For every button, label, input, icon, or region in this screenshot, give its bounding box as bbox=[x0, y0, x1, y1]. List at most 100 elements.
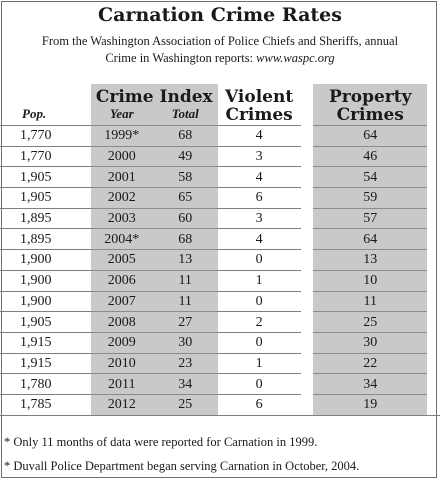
year-cell: 2008 bbox=[90, 311, 153, 333]
right-margin bbox=[427, 126, 440, 147]
column-gap bbox=[300, 394, 314, 416]
total-cell: 13 bbox=[152, 249, 218, 271]
violent-cell: 0 bbox=[217, 331, 301, 354]
year-cell: 2000 bbox=[90, 145, 153, 167]
page-title: Carnation Crime Rates bbox=[98, 4, 342, 26]
table-row: 1,895 2003 60 3 57 bbox=[0, 207, 440, 229]
column-gap bbox=[301, 332, 314, 353]
table-row: 1,770 2000 49 3 46 bbox=[0, 145, 440, 167]
property-cell: 30 bbox=[313, 331, 427, 354]
property-cell: 22 bbox=[313, 352, 427, 374]
table-row: 1,785 2012 25 6 19 bbox=[0, 393, 440, 416]
total-cell: 58 bbox=[152, 166, 218, 188]
year-cell: 2004* bbox=[90, 228, 153, 250]
pop-cell: 1,785 bbox=[0, 393, 91, 416]
column-gap bbox=[301, 84, 314, 126]
right-margin bbox=[427, 291, 440, 312]
year-cell: 2011 bbox=[90, 373, 153, 395]
column-gap bbox=[301, 208, 314, 229]
pop-cell: 1,900 bbox=[0, 290, 91, 312]
property-cell: 10 bbox=[313, 269, 427, 291]
pop-cell: 1,915 bbox=[0, 331, 91, 354]
property-cell: 64 bbox=[313, 125, 427, 147]
right-margin bbox=[427, 188, 440, 209]
pop-cell: 1,905 bbox=[0, 166, 91, 188]
column-gap bbox=[301, 312, 314, 333]
table-row: 1,895 2004* 68 4 64 bbox=[0, 228, 440, 250]
column-gap bbox=[301, 126, 314, 147]
right-margin bbox=[426, 394, 440, 416]
right-margin bbox=[427, 167, 440, 188]
violent-cell: 3 bbox=[217, 207, 301, 229]
pop-cell: 1,905 bbox=[0, 187, 91, 209]
year-cell: 2012 bbox=[90, 393, 153, 416]
column-gap bbox=[301, 353, 314, 374]
right-margin bbox=[427, 208, 440, 229]
violent-cell: 2 bbox=[217, 311, 301, 333]
year-cell: 2007 bbox=[90, 290, 153, 312]
table-row: 1,900 2007 11 0 11 bbox=[0, 290, 440, 312]
crime-table: Crime Index Violent Crimes Property Crim… bbox=[0, 84, 440, 416]
table-row: 1,905 2008 27 2 25 bbox=[0, 311, 440, 333]
source-url: www.waspc.org bbox=[256, 51, 335, 65]
right-margin bbox=[427, 146, 440, 167]
violent-cell: 6 bbox=[217, 393, 301, 416]
pop-cell: 1,900 bbox=[0, 249, 91, 271]
property-cell: 25 bbox=[313, 311, 427, 333]
total-cell: 49 bbox=[152, 145, 218, 167]
total-cell: 25 bbox=[152, 393, 218, 416]
pop-cell: 1,780 bbox=[0, 373, 91, 395]
column-gap bbox=[301, 167, 314, 188]
year-cell: 1999* bbox=[90, 125, 153, 147]
column-gap bbox=[301, 229, 314, 250]
violent-cell: 4 bbox=[217, 166, 301, 188]
property-cell: 13 bbox=[313, 249, 427, 271]
table-row: 1,900 2006 11 1 10 bbox=[0, 269, 440, 291]
year-cell: 2002 bbox=[90, 187, 153, 209]
year-cell: 2009 bbox=[90, 331, 153, 354]
pop-header-blank bbox=[0, 84, 91, 106]
pop-cell: 1,915 bbox=[0, 352, 91, 374]
year-cell: 2010 bbox=[90, 352, 153, 374]
footnote-1999: * Only 11 months of data were reported f… bbox=[4, 435, 318, 449]
table-row: 1,905 2002 65 6 59 bbox=[0, 187, 440, 209]
property-cell: 46 bbox=[313, 145, 427, 167]
year-cell: 2003 bbox=[90, 207, 153, 229]
table-row: 1,915 2009 30 0 30 bbox=[0, 331, 440, 354]
total-cell: 30 bbox=[152, 331, 218, 354]
total-cell: 68 bbox=[152, 125, 218, 147]
property-cell: 11 bbox=[313, 290, 427, 312]
violent-cell: 6 bbox=[217, 187, 301, 209]
property-cell: 34 bbox=[313, 373, 427, 395]
table-row: 1,905 2001 58 4 54 bbox=[0, 166, 440, 188]
column-gap bbox=[301, 291, 314, 312]
pop-cell: 1,770 bbox=[0, 145, 91, 167]
violent-header-line1: Violent bbox=[225, 87, 294, 107]
total-cell: 65 bbox=[152, 187, 218, 209]
total-cell: 60 bbox=[152, 207, 218, 229]
year-cell: 2005 bbox=[90, 249, 153, 271]
pop-header: Pop. bbox=[22, 106, 47, 121]
property-cell: 19 bbox=[313, 393, 427, 416]
pop-cell: 1,895 bbox=[0, 207, 91, 229]
property-cell: 59 bbox=[313, 187, 427, 209]
year-header: Year bbox=[90, 106, 153, 126]
column-gap bbox=[301, 270, 314, 291]
violent-cell: 0 bbox=[217, 373, 301, 395]
violent-cell: 1 bbox=[217, 269, 301, 291]
table-row: 1,900 2005 13 0 13 bbox=[0, 249, 440, 271]
column-gap bbox=[301, 250, 314, 271]
right-margin bbox=[427, 84, 440, 126]
violent-cell: 3 bbox=[217, 145, 301, 167]
column-gap bbox=[301, 146, 314, 167]
column-gap bbox=[301, 374, 314, 395]
total-cell: 11 bbox=[152, 290, 218, 312]
total-cell: 11 bbox=[152, 269, 218, 291]
year-cell: 2001 bbox=[90, 166, 153, 188]
pop-cell: 1,905 bbox=[0, 311, 91, 333]
total-cell: 27 bbox=[152, 311, 218, 333]
property-header-line2: Crimes bbox=[336, 105, 404, 125]
violent-cell: 4 bbox=[217, 228, 301, 250]
violent-cell: 0 bbox=[217, 290, 301, 312]
right-margin bbox=[427, 312, 440, 333]
